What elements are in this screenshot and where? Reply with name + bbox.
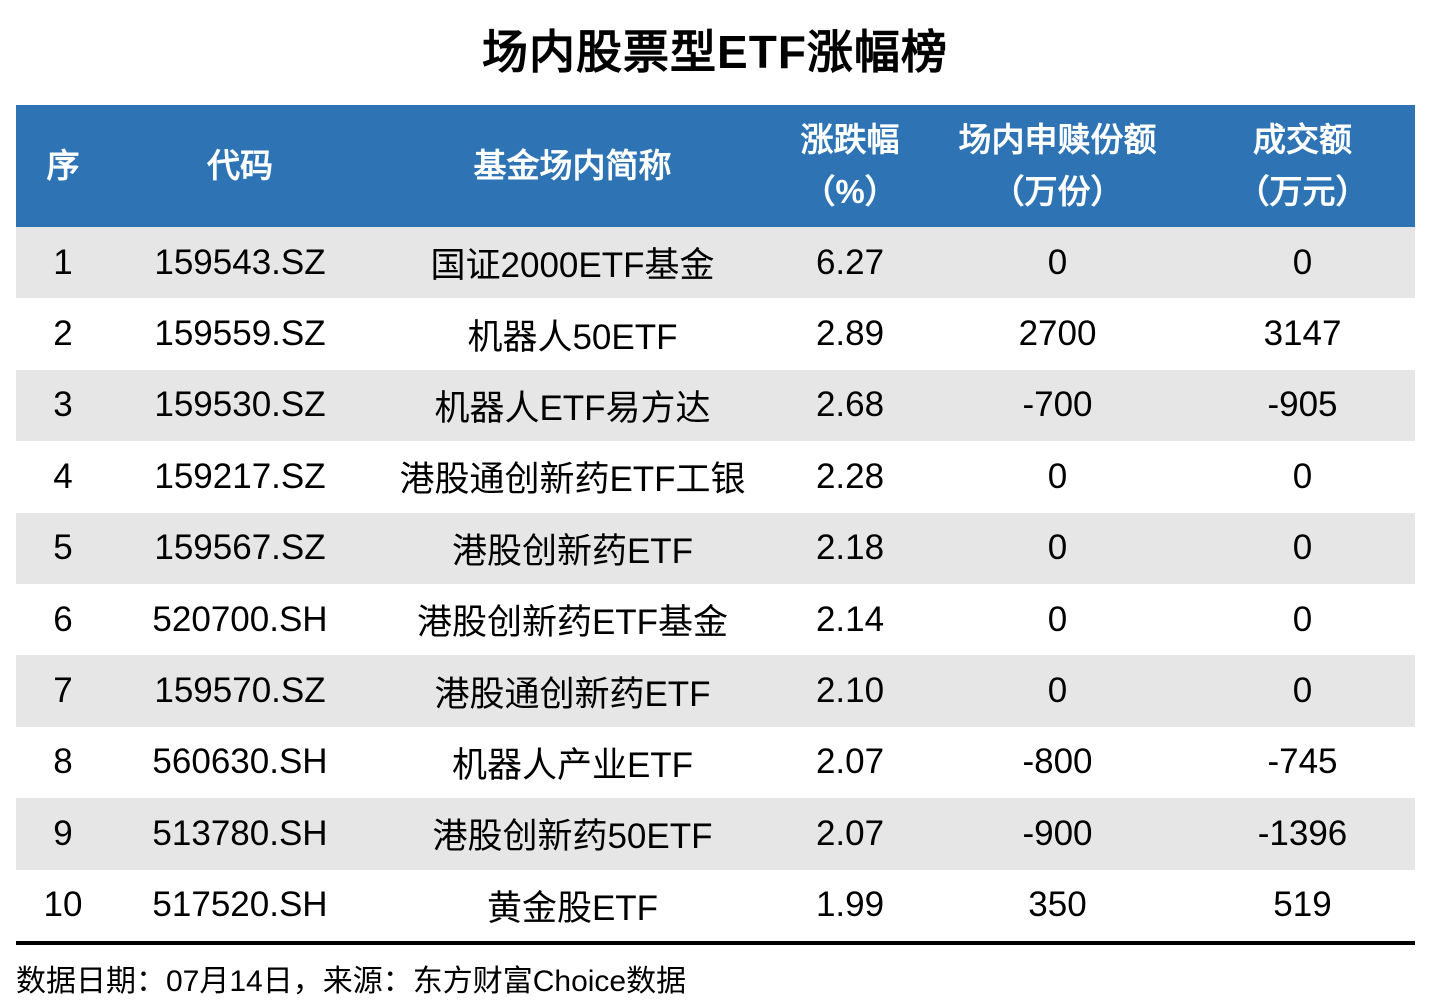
cell-no: 10 <box>43 885 83 925</box>
cell-turnover: -745 <box>1267 742 1338 782</box>
cell-shares: -800 <box>1022 742 1093 782</box>
table-row: 6 520700.SH 港股创新药ETF基金 2.14 0 0 <box>16 583 1415 656</box>
header-col-change-pct-unit: （%） <box>802 173 898 210</box>
cell-code: 159543.SZ <box>154 242 326 282</box>
cell-turnover: 3147 <box>1263 314 1342 354</box>
cell-shares: 0 <box>1047 456 1068 496</box>
footer-divider <box>16 940 1415 945</box>
cell-chg: 2.68 <box>815 385 885 425</box>
cell-code: 159570.SZ <box>154 671 326 711</box>
cell-turnover: 0 <box>1292 599 1313 639</box>
header-col-shares-label: 场内申赎份额 <box>958 121 1157 158</box>
cell-no: 5 <box>53 528 73 568</box>
table-header-row: 序 代码 基金场内简称 涨跌幅 （%） 场内申赎份额 （万份） <box>16 105 1415 227</box>
cell-shares: -700 <box>1022 385 1093 425</box>
cell-name: 港股创新药ETF基金 <box>416 603 729 643</box>
cell-turnover: -1396 <box>1257 813 1348 853</box>
cell-chg: 6.27 <box>815 242 885 282</box>
cell-shares: 0 <box>1047 671 1068 711</box>
cell-chg: 2.10 <box>815 671 885 711</box>
cell-code: 159559.SZ <box>154 314 326 354</box>
cell-no: 2 <box>53 314 73 354</box>
header-col-change-pct-label: 涨跌幅 <box>800 121 900 158</box>
table-row: 1 159543.SZ 国证2000ETF基金 6.27 0 0 <box>16 227 1415 299</box>
cell-no: 6 <box>53 599 73 639</box>
cell-shares: 0 <box>1047 528 1068 568</box>
cell-shares: -900 <box>1022 813 1093 853</box>
table-row: 2 159559.SZ 机器人50ETF 2.89 2700 3147 <box>16 298 1415 370</box>
etf-table: 序 代码 基金场内简称 涨跌幅 （%） 场内申赎份额 （万份） <box>16 105 1415 941</box>
header-col-index: 序 <box>16 105 110 227</box>
table-row: 10 517520.SH 黄金股ETF 1.99 350 519 <box>16 869 1415 941</box>
table-row: 3 159530.SZ 机器人ETF易方达 2.68 -700 -905 <box>16 369 1415 442</box>
header-col-turnover-unit: （万元） <box>1236 173 1369 210</box>
cell-turnover: 0 <box>1292 242 1313 282</box>
cell-name: 港股创新药50ETF <box>432 817 713 857</box>
table-row: 5 159567.SZ 港股创新药ETF 2.18 0 0 <box>16 512 1415 584</box>
cell-code: 159567.SZ <box>154 528 326 568</box>
table-body: 1 159543.SZ 国证2000ETF基金 6.27 0 0 2 159559.SZ 机器人… <box>16 227 1415 941</box>
table-row: 7 159570.SZ 港股通创新药ETF 2.10 0 0 <box>16 655 1415 727</box>
cell-code: 159530.SZ <box>154 385 326 425</box>
cell-name: 黄金股ETF <box>486 888 659 928</box>
cell-code: 520700.SH <box>152 599 328 639</box>
cell-name: 港股创新药ETF <box>451 531 694 571</box>
header-col-change-pct: 涨跌幅 （%） <box>775 105 925 227</box>
cell-code: 159217.SZ <box>154 456 326 496</box>
header-col-index-label: 序 <box>46 147 80 184</box>
cell-shares: 350 <box>1028 885 1087 925</box>
cell-turnover: 519 <box>1273 885 1332 925</box>
cell-no: 9 <box>53 813 73 853</box>
header-col-shares: 场内申赎份额 （万份） <box>925 105 1190 227</box>
cell-code: 560630.SH <box>152 742 328 782</box>
cell-chg: 2.14 <box>815 599 885 639</box>
cell-name: 机器人ETF易方达 <box>434 388 711 428</box>
cell-no: 3 <box>53 385 73 425</box>
cell-name: 机器人产业ETF <box>451 745 694 785</box>
header-col-turnover: 成交额 （万元） <box>1190 105 1415 227</box>
table-row: 4 159217.SZ 港股通创新药ETF工银 2.28 0 0 <box>16 441 1415 513</box>
cell-chg: 2.89 <box>815 314 885 354</box>
data-source-note: 数据日期：07月14日，来源：东方财富Choice数据 <box>16 964 687 998</box>
table-row: 9 513780.SH 港股创新药50ETF 2.07 -900 -1396 <box>16 798 1415 870</box>
cell-shares: 2700 <box>1018 314 1097 354</box>
cell-chg: 2.18 <box>815 528 885 568</box>
cell-no: 7 <box>53 671 73 711</box>
cell-chg: 2.07 <box>815 742 885 782</box>
table-row: 8 560630.SH 机器人产业ETF 2.07 -800 -745 <box>16 726 1415 799</box>
cell-turnover: 0 <box>1292 528 1313 568</box>
cell-shares: 0 <box>1047 599 1068 639</box>
etf-table-container: 序 代码 基金场内简称 涨跌幅 （%） 场内申赎份额 （万份） <box>16 105 1415 1000</box>
header-col-fund-name: 基金场内简称 <box>370 105 775 227</box>
cell-turnover: 0 <box>1292 671 1313 711</box>
cell-code: 513780.SH <box>152 813 328 853</box>
header-col-code-label: 代码 <box>207 147 273 184</box>
cell-no: 1 <box>53 242 73 282</box>
header-col-shares-unit: （万份） <box>991 173 1124 210</box>
cell-chg: 2.28 <box>815 456 885 496</box>
header-col-turnover-label: 成交额 <box>1253 121 1352 158</box>
cell-turnover: -905 <box>1267 385 1338 425</box>
cell-name: 机器人50ETF <box>467 317 678 357</box>
cell-turnover: 0 <box>1292 456 1313 496</box>
cell-shares: 0 <box>1047 242 1068 282</box>
header-col-fund-name-label: 基金场内简称 <box>473 147 672 184</box>
cell-no: 8 <box>53 742 73 782</box>
cell-chg: 1.99 <box>815 885 885 925</box>
cell-name: 国证2000ETF基金 <box>430 246 715 286</box>
cell-code: 517520.SH <box>152 885 328 925</box>
cell-name: 港股通创新药ETF <box>434 674 711 714</box>
page-title: 场内股票型ETF涨幅榜 <box>482 26 948 78</box>
header-col-code: 代码 <box>110 105 370 227</box>
cell-name: 港股通创新药ETF工银 <box>399 460 746 500</box>
cell-chg: 2.07 <box>815 813 885 853</box>
cell-no: 4 <box>53 456 73 496</box>
